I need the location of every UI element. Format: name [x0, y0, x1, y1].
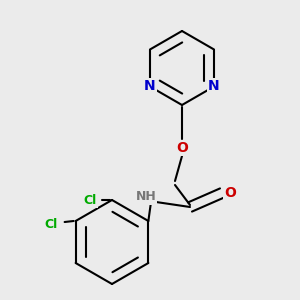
- Text: N: N: [208, 80, 220, 94]
- Text: NH: NH: [136, 190, 156, 203]
- Text: Cl: Cl: [44, 218, 57, 230]
- Text: O: O: [224, 186, 236, 200]
- Text: Cl: Cl: [83, 194, 97, 206]
- Text: N: N: [144, 80, 156, 94]
- Text: O: O: [176, 141, 188, 155]
